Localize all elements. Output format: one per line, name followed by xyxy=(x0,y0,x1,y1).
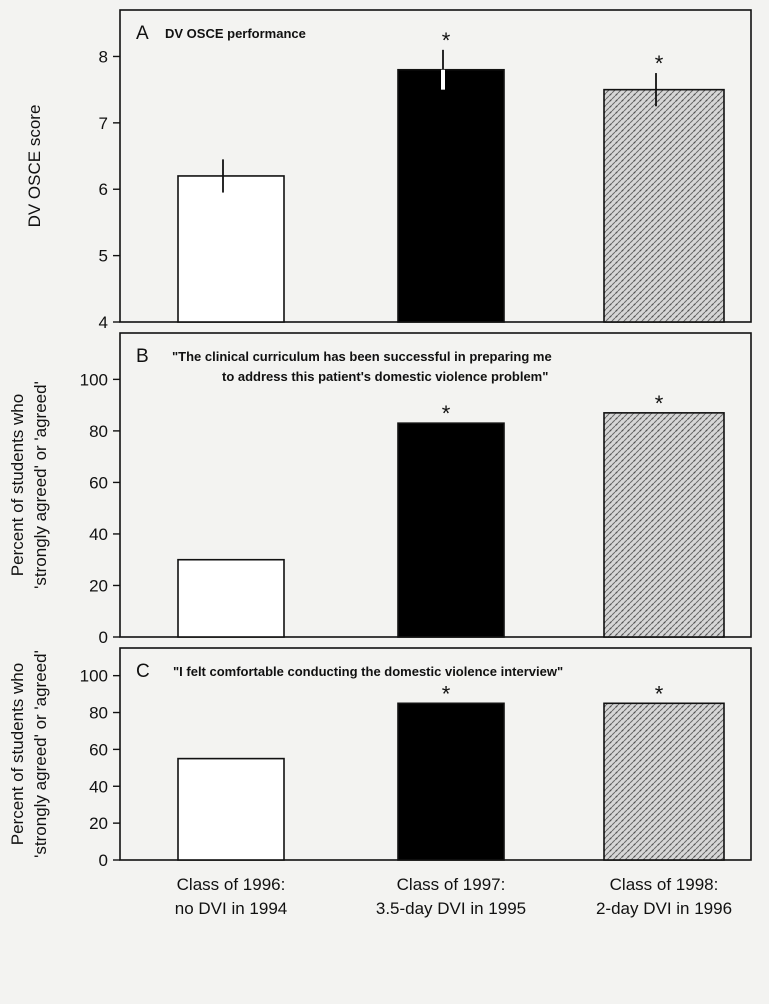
significance-star: * xyxy=(442,28,451,53)
panel-title: DV OSCE performance xyxy=(165,26,306,41)
y-tick-label: 60 xyxy=(89,740,108,759)
panel-title: "The clinical curriculum has been succes… xyxy=(172,349,552,384)
panel-letter: B xyxy=(136,346,149,367)
bar-2 xyxy=(397,422,505,638)
y-tick-label: 0 xyxy=(99,851,108,870)
bar-3 xyxy=(603,702,725,861)
y-axis-label: DV OSCE score xyxy=(25,105,44,228)
y-tick-label: 100 xyxy=(80,667,108,686)
y-tick-label: 0 xyxy=(99,628,108,647)
y-tick-label: 40 xyxy=(89,525,108,544)
x-category-label: Class of 1997: 3.5-day DVI in 1995 xyxy=(376,875,526,918)
y-tick-label: 100 xyxy=(80,370,108,389)
panel-a: 4 5 6 7 8 DV OSCE score A DV OSCE performance * * xyxy=(25,9,752,332)
y-tick-label: 20 xyxy=(89,576,108,595)
x-category-label: Class of 1996: no DVI in 1994 xyxy=(175,875,287,918)
bar-2 xyxy=(397,68,505,323)
bar-1 xyxy=(177,757,285,861)
y-axis-label: Percent of students who'strongly agreed'… xyxy=(8,381,50,589)
significance-star: * xyxy=(442,401,451,426)
y-tick-label: 80 xyxy=(89,422,108,441)
bar-2 xyxy=(397,702,505,861)
panel-letter: A xyxy=(136,23,149,44)
y-axis-label: Percent of students who'strongly agreed'… xyxy=(8,650,50,858)
bar-3 xyxy=(603,88,725,323)
significance-star: * xyxy=(442,681,451,706)
panel-title: "I felt comfortable conducting the domes… xyxy=(173,664,563,679)
y-tick-label: 60 xyxy=(89,473,108,492)
y-tick-label: 6 xyxy=(99,180,108,199)
y-tick-label: 20 xyxy=(89,814,108,833)
bar-1 xyxy=(177,175,285,323)
significance-star: * xyxy=(655,391,664,416)
panel-letter: C xyxy=(136,661,150,682)
panel-b: 0 20 40 60 80 100 Percent of students who'stro… xyxy=(8,332,752,647)
y-tick-label: 5 xyxy=(99,247,108,266)
y-tick-label: 4 xyxy=(99,313,108,332)
x-category-label: Class of 1998: 2-day DVI in 1996 xyxy=(596,875,732,918)
panel-c: 0 20 40 60 80 100 Percent of students who'stro… xyxy=(8,647,752,870)
y-tick-label: 7 xyxy=(99,114,108,133)
bar-3 xyxy=(603,412,725,638)
y-tick-label: 40 xyxy=(89,777,108,796)
bar-1 xyxy=(177,558,285,638)
significance-star: * xyxy=(655,51,664,76)
y-tick-label: 8 xyxy=(99,47,108,66)
y-tick-label: 80 xyxy=(89,704,108,723)
significance-star: * xyxy=(655,681,664,706)
